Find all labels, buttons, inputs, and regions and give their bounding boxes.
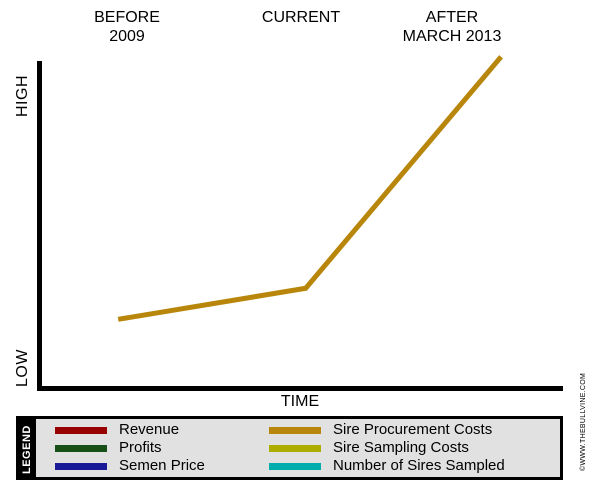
x-axis-title: TIME: [280, 393, 320, 410]
legend-item-semen-price: Semen Price: [55, 457, 205, 475]
sire-procurement-costs-swatch: [269, 426, 321, 434]
legend-item-label: Profits: [119, 439, 162, 456]
legend-item-label: Number of Sires Sampled: [333, 457, 505, 474]
legend-item-profits: Profits: [55, 439, 205, 457]
watermark-text: ©WWW.THEBULLVINE.COM: [580, 372, 587, 471]
semen-price-swatch: [55, 462, 107, 470]
number-of-sires-sampled-swatch: [269, 462, 321, 470]
period-label-before-2009: BEFORE 2009: [94, 9, 160, 45]
legend-item-number-of-sires-sampled: Number of Sires Sampled: [269, 457, 505, 475]
legend-item-label: Revenue: [119, 421, 180, 438]
legend-item-label: Sire Sampling Costs: [333, 439, 469, 456]
legend-column-right: Sire Procurement Costs Sire Sampling Cos…: [269, 421, 505, 475]
period-label-current: CURRENT: [261, 9, 341, 26]
y-axis-line: [37, 61, 42, 391]
legend-item-label: Semen Price: [119, 457, 205, 474]
profits-swatch: [55, 444, 107, 452]
sire-sampling-costs-swatch: [269, 444, 321, 452]
y-axis-low-label: LOW: [14, 349, 31, 387]
legend-item-sire-sampling-costs: Sire Sampling Costs: [269, 439, 505, 457]
period-label-after-march-2013: AFTER MARCH 2013: [402, 9, 502, 45]
legend-item-sire-procurement-costs: Sire Procurement Costs: [269, 421, 505, 439]
legend-title-strip: LEGEND: [19, 419, 36, 477]
legend-item-label: Sire Procurement Costs: [333, 421, 493, 438]
x-axis-line: [37, 386, 563, 391]
legend-item-revenue: Revenue: [55, 421, 205, 439]
legend-column-left: Revenue Profits Semen Price: [55, 421, 205, 475]
legend-box: LEGEND Revenue Profits Semen Price Sire …: [16, 416, 563, 480]
revenue-swatch: [55, 426, 107, 434]
legend-title: LEGEND: [21, 425, 33, 474]
sire-procurement-costs-line: [117, 55, 503, 322]
y-axis-high-label: HIGH: [14, 75, 31, 117]
